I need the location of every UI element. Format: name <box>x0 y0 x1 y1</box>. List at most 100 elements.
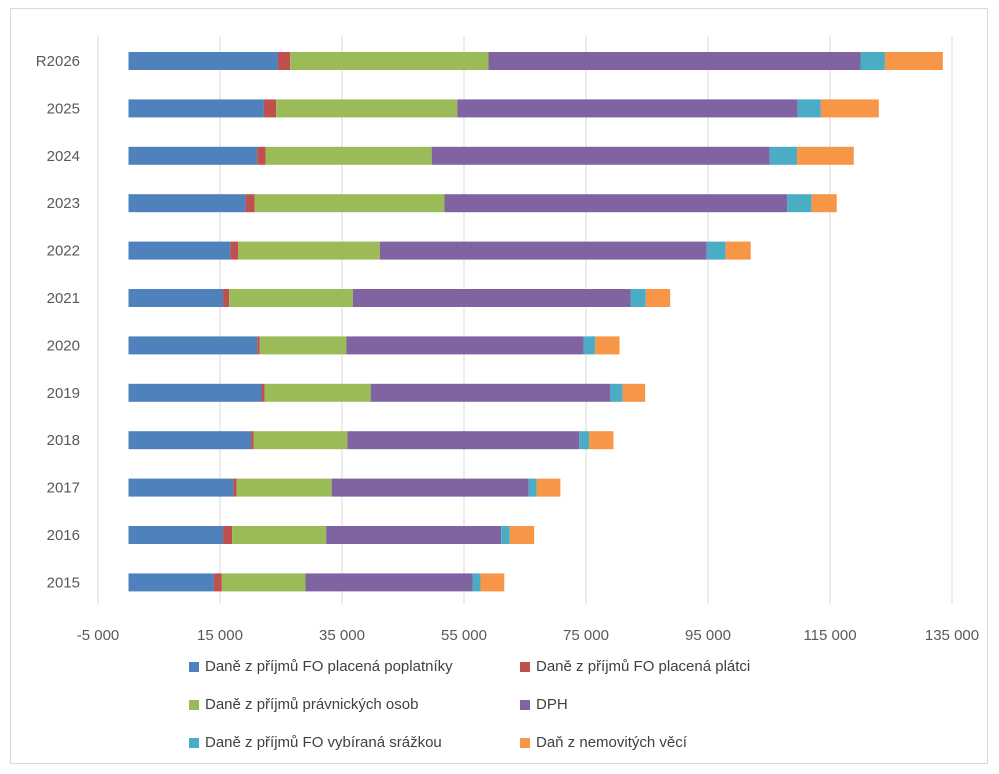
legend-swatch <box>189 699 199 710</box>
bar-segment <box>230 241 239 260</box>
x-tick-label: -5 000 <box>77 627 120 644</box>
legend-item: Daně z příjmů právnických osob <box>189 696 418 713</box>
bar-segment <box>595 336 620 355</box>
bar-segment <box>820 99 879 118</box>
gridlines <box>97 36 953 604</box>
bar-segment <box>579 431 590 450</box>
bar-segment <box>221 573 306 592</box>
bar-segment <box>263 99 277 118</box>
bar-segment <box>860 52 885 70</box>
bar-segment <box>331 478 529 497</box>
y-category-label: 2022 <box>47 243 80 260</box>
bar-segment <box>797 99 821 118</box>
bar-segment <box>276 99 458 118</box>
bar-segment <box>253 431 348 450</box>
legend-swatch <box>520 699 530 710</box>
bar-segment <box>769 146 798 165</box>
bars <box>128 52 943 592</box>
legend-swatch <box>189 661 199 672</box>
bar-segment <box>233 478 237 497</box>
y-category-label: 2024 <box>47 148 80 165</box>
bar-segment <box>128 431 252 450</box>
bar-segment <box>128 526 224 544</box>
y-category-label: 2018 <box>47 432 80 449</box>
bar-segment <box>347 431 580 450</box>
chart-frame <box>10 8 988 764</box>
bar-segment <box>630 289 646 307</box>
bar-segment <box>787 194 812 213</box>
bar-segment <box>128 194 246 213</box>
y-category-label: 2019 <box>47 385 80 402</box>
bar-segment <box>509 526 535 544</box>
legend-label: DPH <box>536 696 568 713</box>
legend-item: DPH <box>520 696 568 713</box>
bar-segment <box>261 383 265 402</box>
legend-item: Daň z nemovitých věcí <box>520 734 687 751</box>
bar-segment <box>352 289 631 307</box>
bar-segment <box>725 241 751 260</box>
legend-label: Daně z příjmů FO placená poplatníky <box>205 658 453 675</box>
bar-segment <box>501 526 510 544</box>
y-category-label: 2023 <box>47 195 80 212</box>
y-category-label: 2025 <box>47 100 80 117</box>
x-tick-label: 95 000 <box>685 627 731 644</box>
legend-label: Daně z příjmů FO vybíraná srážkou <box>205 734 442 751</box>
legend-label: Daně z příjmů FO placená plátci <box>536 658 751 675</box>
bar-segment <box>645 289 671 307</box>
bar-segment <box>128 383 262 402</box>
bar-segment <box>254 194 445 213</box>
bar-segment <box>583 336 596 355</box>
bar-segment <box>431 146 770 165</box>
bar-segment <box>238 241 380 260</box>
bar-segment <box>589 431 614 450</box>
bar-segment <box>277 52 291 70</box>
x-tick-label: 15 000 <box>197 627 243 644</box>
legend-label: Daně z příjmů právnických osob <box>205 696 419 713</box>
legend-swatch <box>189 737 199 748</box>
bar-segment <box>223 289 230 307</box>
bar-segment <box>223 526 233 544</box>
bar-segment <box>265 146 432 165</box>
bar-segment <box>536 478 561 497</box>
bar-segment <box>128 241 231 260</box>
bar-segment <box>128 336 258 355</box>
bar-segment <box>444 194 788 213</box>
x-tick-label: 55 000 <box>441 627 487 644</box>
bar-segment <box>610 383 623 402</box>
bar-segment <box>472 573 481 592</box>
bar-segment <box>528 478 537 497</box>
y-axis-labels: R2026 2025 2024 2023 2022 2021 2020 2019 2018 201… <box>36 53 80 591</box>
bar-segment <box>245 194 255 213</box>
bar-segment <box>290 52 489 70</box>
bar-segment <box>370 383 611 402</box>
bar-segment <box>128 52 278 70</box>
x-tick-label: 75 000 <box>563 627 609 644</box>
bar-segment <box>480 573 505 592</box>
bar-segment <box>257 336 260 355</box>
x-tick-label: 135 000 <box>925 627 979 644</box>
bar-segment <box>457 99 798 118</box>
legend-swatch <box>520 737 530 748</box>
y-category-label: 2021 <box>47 290 80 307</box>
bar-segment <box>232 526 327 544</box>
bar-segment <box>251 431 254 450</box>
bar-segment <box>236 478 332 497</box>
bar-segment <box>229 289 353 307</box>
bar-segment <box>326 526 502 544</box>
bar-segment <box>257 146 266 165</box>
y-category-label: 2015 <box>47 574 80 591</box>
bar-segment <box>264 383 371 402</box>
bar-segment <box>884 52 943 70</box>
bar-segment <box>488 52 861 70</box>
bar-segment <box>128 99 264 118</box>
bar-segment <box>706 241 726 260</box>
bar-segment <box>305 573 473 592</box>
bar-segment <box>346 336 584 355</box>
bar-segment <box>797 146 854 165</box>
y-category-label: R2026 <box>36 53 80 70</box>
bar-segment <box>811 194 837 213</box>
y-category-label: 2016 <box>47 527 80 544</box>
bar-segment <box>128 478 234 497</box>
y-category-label: 2020 <box>47 337 80 354</box>
bar-segment <box>259 336 347 355</box>
